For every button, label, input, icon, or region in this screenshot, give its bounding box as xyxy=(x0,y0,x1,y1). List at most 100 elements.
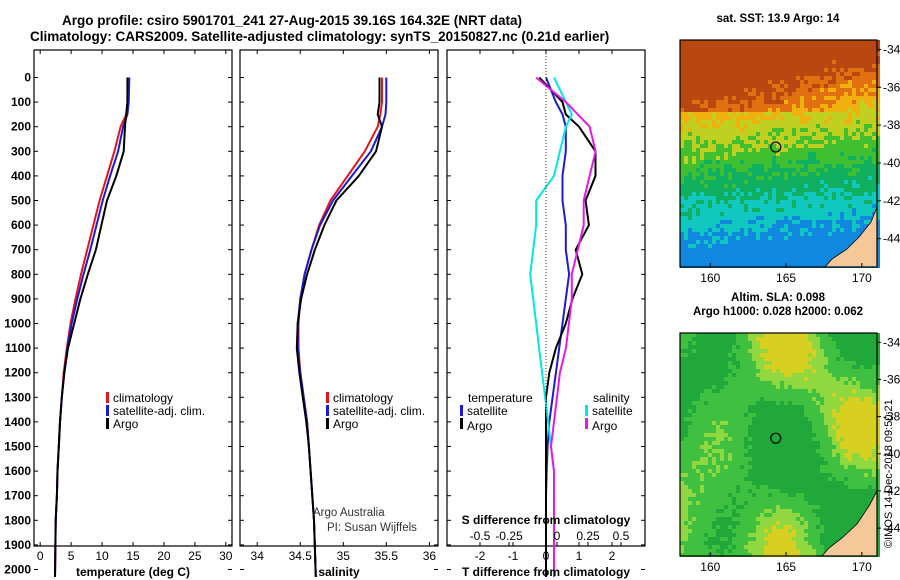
diff-legend-swatch xyxy=(460,418,463,429)
x-tick-label: 1 xyxy=(576,549,583,563)
salinity-legend-label: Argo xyxy=(333,417,359,431)
y-tick-label: 100 xyxy=(11,95,31,109)
y-tick-label: 1900 xyxy=(4,538,31,552)
y-tick-label: -42 xyxy=(883,194,900,208)
y-tick-label: -40 xyxy=(883,447,900,461)
y-tick-label: 500 xyxy=(11,194,31,208)
y-tick-label: 1800 xyxy=(4,513,31,527)
y-tick-label: -42 xyxy=(883,484,900,498)
y-tick-label: 900 xyxy=(11,292,31,306)
sla-map xyxy=(679,332,881,557)
s-tick-label: 0 xyxy=(554,529,561,543)
chart-title-line2: Climatology: CARS2009. Satellite-adjuste… xyxy=(30,29,610,44)
difference-panel xyxy=(446,49,646,577)
y-tick-label: 1200 xyxy=(4,366,31,380)
x-tick-label: 15 xyxy=(126,549,140,563)
y-tick-label: -38 xyxy=(883,410,900,424)
x-tick-label: -2 xyxy=(475,549,486,563)
diff-legend-label: satellite xyxy=(592,404,633,418)
map-frame xyxy=(679,332,878,557)
x-axis-label: temperature (deg C) xyxy=(76,565,190,579)
diff-legend-label: Argo xyxy=(592,419,618,433)
sst-map xyxy=(679,39,881,268)
diff-legend-swatch xyxy=(460,405,463,416)
s-axis-label: S difference from climatology xyxy=(462,513,631,527)
y-tick-label: 1700 xyxy=(4,489,31,503)
s-tick-label: -0.5 xyxy=(470,529,491,543)
y-tick-label: 1300 xyxy=(4,390,31,404)
map-frame xyxy=(679,39,878,268)
diff-legend-swatch xyxy=(585,405,588,416)
x-tick-label: 35.5 xyxy=(375,549,399,563)
y-tick-label: 1500 xyxy=(4,440,31,454)
y-tick-label: 300 xyxy=(11,144,31,158)
temperature-legend-label: Argo xyxy=(113,417,139,431)
salinity-legend-swatch xyxy=(326,405,329,416)
x-tick-label: -1 xyxy=(508,549,519,563)
y-tick-label: -38 xyxy=(883,118,900,132)
x-tick-label: 165 xyxy=(776,560,796,574)
x-tick-label: 170 xyxy=(852,271,872,285)
y-tick-label: 800 xyxy=(11,267,31,281)
x-tick-label: 20 xyxy=(157,549,171,563)
panel-frame xyxy=(33,49,233,547)
y-tick-label: -40 xyxy=(883,156,900,170)
y-tick-label: 2000 xyxy=(4,563,31,577)
x-tick-label: 35 xyxy=(337,549,351,563)
series-line-argo xyxy=(295,77,383,577)
salinity-legend-swatch xyxy=(326,418,329,429)
argo-position-marker xyxy=(770,141,782,153)
y-tick-label: 600 xyxy=(11,218,31,232)
y-tick-label: -34 xyxy=(883,42,900,56)
sst-map-title: sat. SST: 13.9 Argo: 14 xyxy=(716,13,840,25)
x-tick-label: 36 xyxy=(423,549,437,563)
x-axis-label: salinity xyxy=(318,565,360,579)
y-tick-label: 700 xyxy=(11,243,31,257)
x-tick-label: 5 xyxy=(68,549,75,563)
temperature-legend-swatch xyxy=(106,392,109,403)
diff-legend-temp-title: temperature xyxy=(468,391,533,405)
x-tick-label: 0 xyxy=(543,549,550,563)
x-axis-label: T difference from climatology xyxy=(462,565,630,579)
diff-legend-sal-title: salinity xyxy=(593,391,630,405)
y-tick-label: -44 xyxy=(883,521,900,535)
x-tick-label: 165 xyxy=(776,271,796,285)
diff-legend-swatch xyxy=(585,418,588,429)
y-tick-label: 1400 xyxy=(4,415,31,429)
x-tick-label: 34.5 xyxy=(289,549,313,563)
salinity-legend-label: satellite-adj. clim. xyxy=(333,404,425,418)
s-tick-label: 0.5 xyxy=(613,529,630,543)
diff-legend-label: satellite xyxy=(467,404,508,418)
y-tick-label: -36 xyxy=(883,80,900,94)
s-tick-label: -0.25 xyxy=(495,529,523,543)
y-tick-label: -34 xyxy=(883,335,900,349)
diff-legend-label: Argo xyxy=(467,419,493,433)
y-tick-label: 400 xyxy=(11,169,31,183)
y-tick-label: 200 xyxy=(11,120,31,134)
temperature-panel xyxy=(33,49,233,577)
x-tick-label: 170 xyxy=(852,560,872,574)
annotation-line1: Argo Australia xyxy=(313,507,385,519)
x-tick-label: 10 xyxy=(95,549,109,563)
x-tick-label: 30 xyxy=(219,549,233,563)
temperature-legend-label: climatology xyxy=(113,391,173,405)
salinity-panel xyxy=(239,49,439,577)
panel-frame xyxy=(239,49,439,547)
x-tick-label: 0 xyxy=(37,549,44,563)
x-tick-label: 160 xyxy=(700,560,720,574)
temperature-legend-swatch xyxy=(106,405,109,416)
s-tick-label: 0.25 xyxy=(576,529,600,543)
salinity-legend-swatch xyxy=(326,392,329,403)
y-tick-label: 1600 xyxy=(4,464,31,478)
temperature-legend-label: satellite-adj. clim. xyxy=(113,404,205,418)
x-tick-label: 2 xyxy=(609,549,616,563)
series-line-argo xyxy=(54,77,129,577)
x-tick-label: 34 xyxy=(251,549,265,563)
sla-map-title-line2: Argo h1000: 0.028 h2000: 0.062 xyxy=(692,306,864,318)
y-tick-label: -44 xyxy=(883,232,900,246)
y-tick-label: 0 xyxy=(24,71,31,85)
salinity-legend-label: climatology xyxy=(333,391,393,405)
x-tick-label: 160 xyxy=(700,271,720,285)
sla-map-title-line1: Altim. SLA: 0.098 xyxy=(731,292,825,304)
